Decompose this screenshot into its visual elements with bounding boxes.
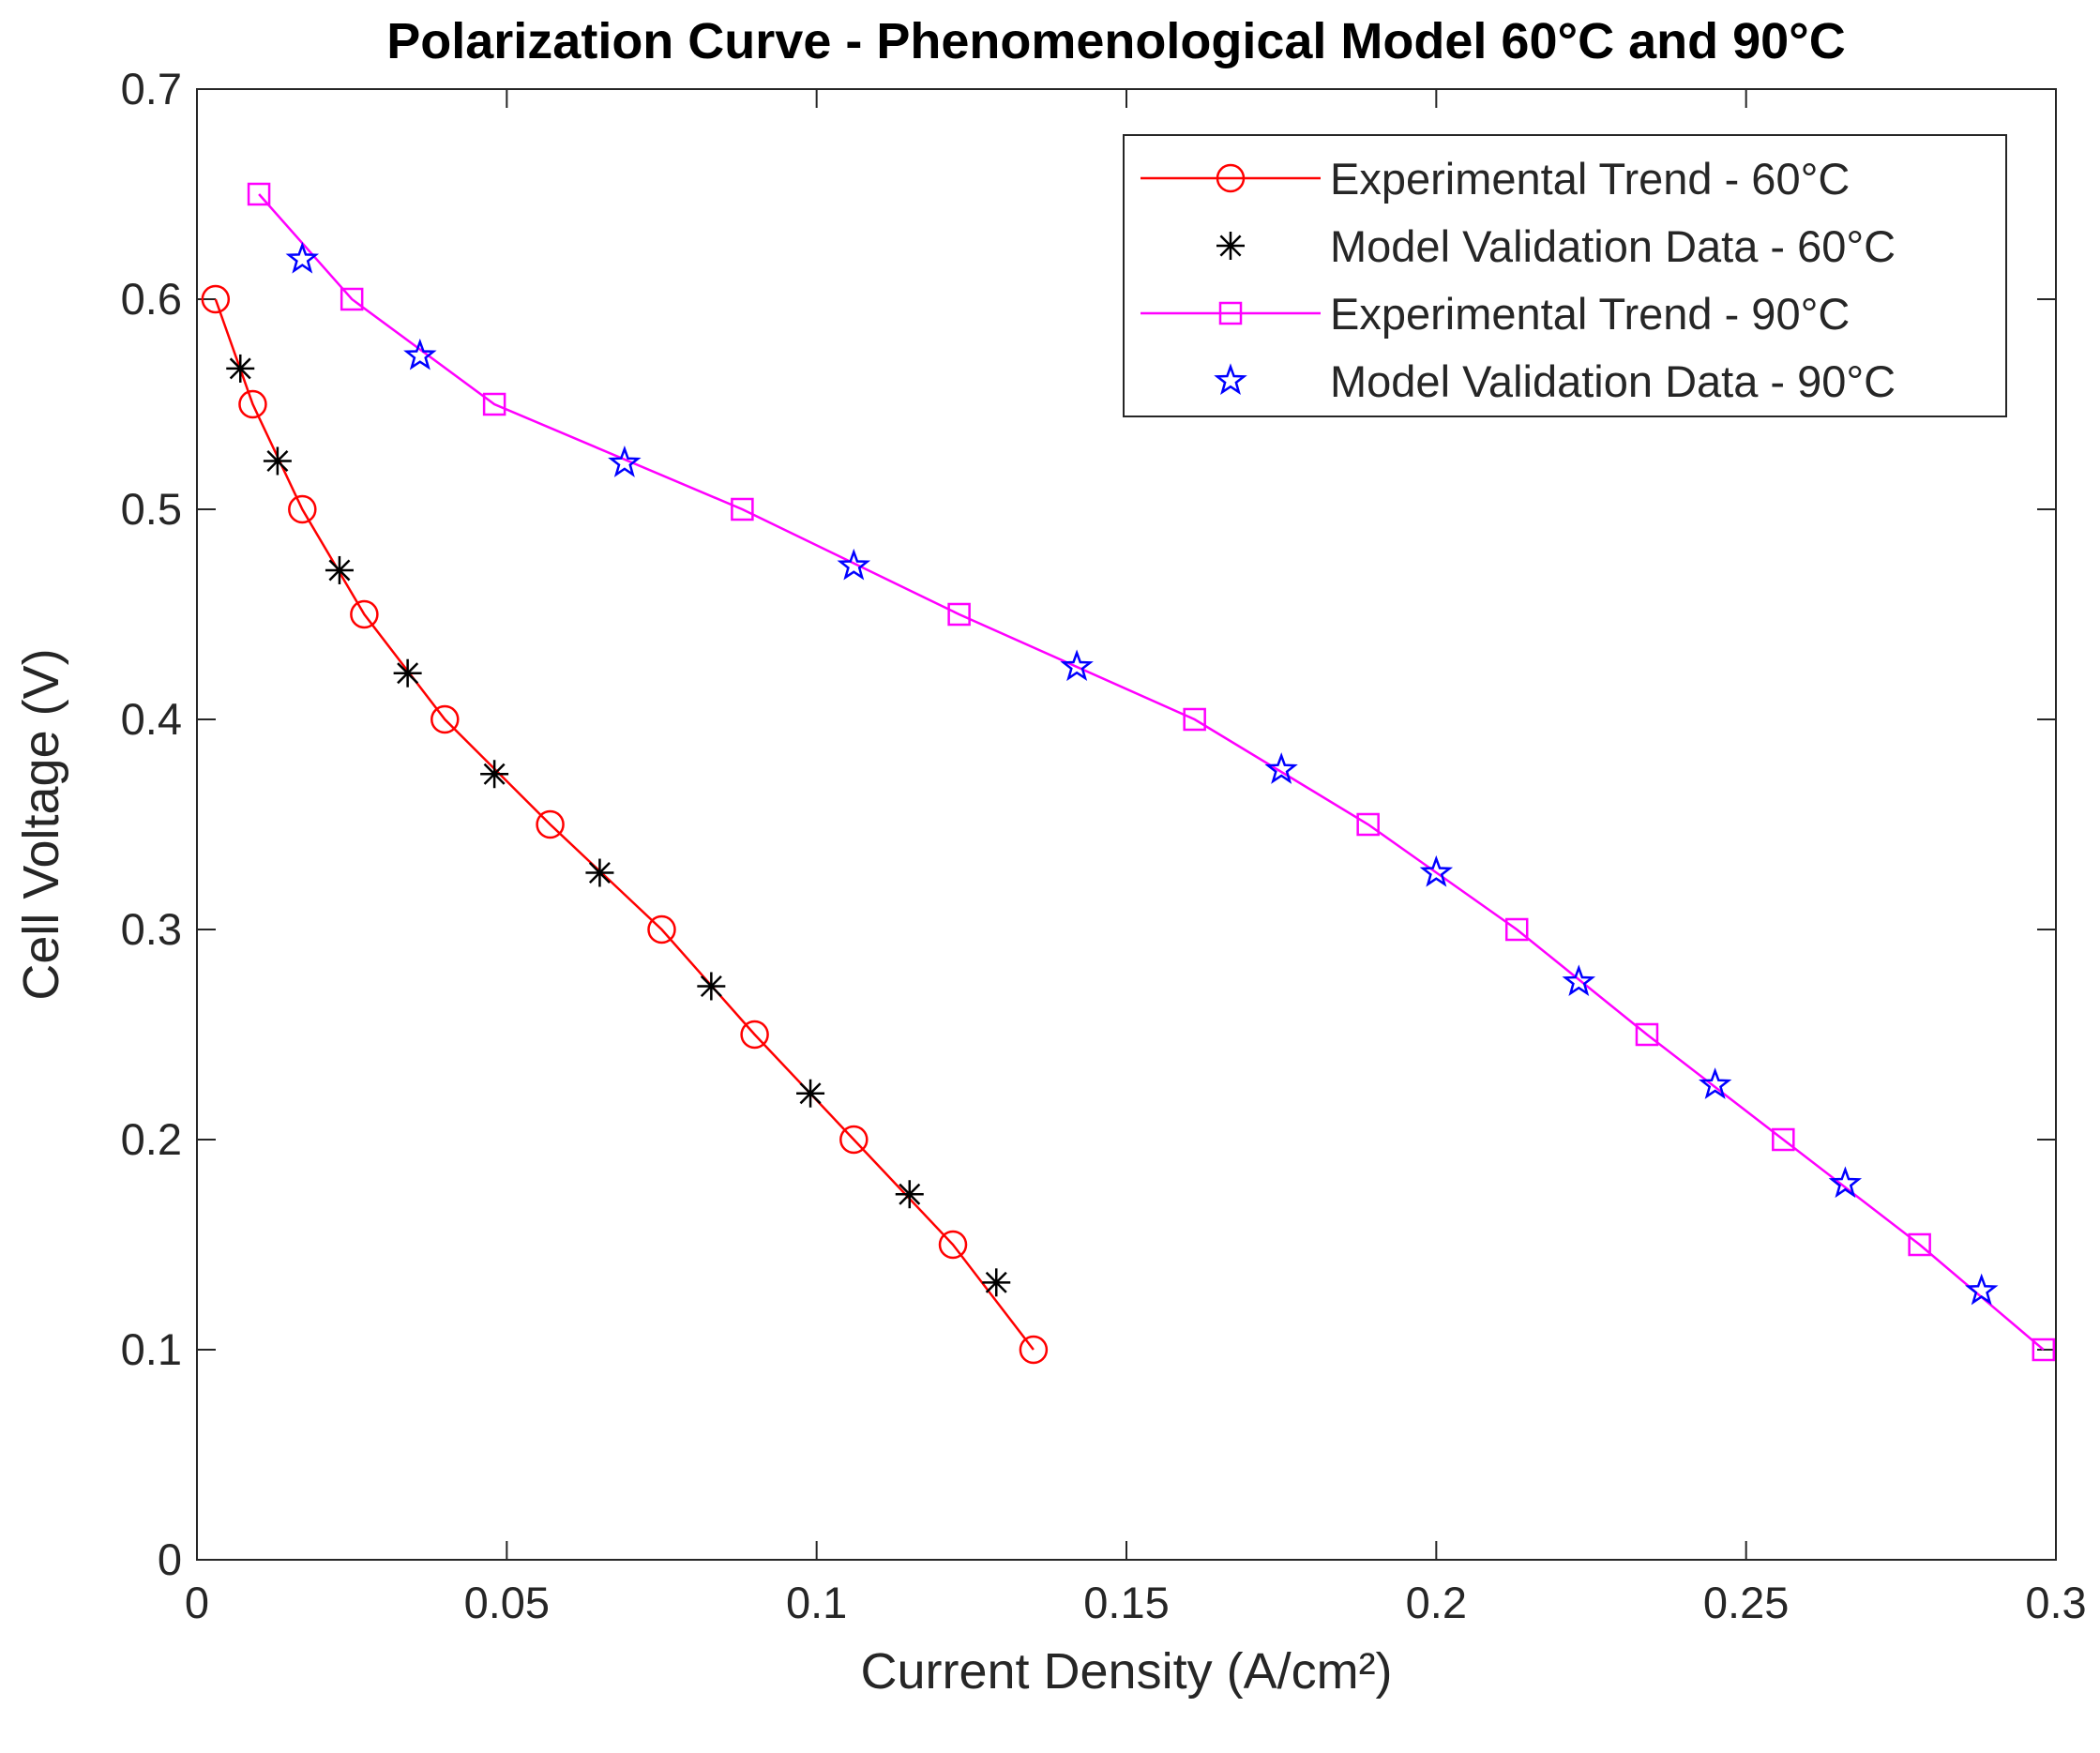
legend-item-4: Model Validation Data - 90°C [1214,356,1896,406]
data-point-star [1698,1067,1732,1099]
x-tick-label: 0.25 [1703,1578,1789,1627]
y-tick-label: 0.6 [121,274,182,324]
x-axis-label: Current Density (A/cm²) [860,1643,1392,1700]
data-point-circle [238,389,267,419]
data-point-circle [431,704,460,734]
data-point-asterisk [585,858,614,887]
legend-label: Experimental Trend - 60°C [1330,154,1850,204]
data-point-square [1772,1127,1795,1152]
data-point-square [947,602,971,627]
data-point-asterisk [796,1079,825,1108]
legend-label: Model Validation Data - 90°C [1330,356,1896,406]
data-point-circle [536,809,565,839]
data-point-square [482,392,506,416]
asterisk-stroke [799,1082,822,1105]
data-point-star [1264,752,1298,784]
legend-item-1: Experimental Trend - 60°C [1141,154,1850,204]
data-point-square [340,287,364,311]
asterisk-stroke [266,449,289,472]
data-point-square [1356,812,1380,837]
data-point-square [1635,1022,1659,1047]
data-point-circle [1019,1335,1049,1365]
series-1 [201,284,1049,1365]
asterisk-stroke [700,975,722,997]
data-point-asterisk [393,658,422,688]
legend-marker-square [1218,301,1243,325]
data-point-square [247,182,271,206]
series-2 [226,354,1011,1297]
data-point-star [1965,1273,1999,1306]
asterisk-stroke [483,763,506,785]
data-point-star [1828,1166,1863,1199]
data-point-star [837,548,871,581]
data-point-asterisk [226,354,255,383]
data-point-circle [201,284,231,314]
y-axis-ticks: 0 0.1 0.2 0.3 0.4 0.5 0.6 0.7 [121,64,2056,1584]
legend-label: Experimental Trend - 90°C [1330,289,1850,339]
data-point-star [1419,854,1454,887]
legend: Experimental Trend - 60°C Model Validatio… [1123,134,2007,417]
x-tick-label: 0.3 [2025,1578,2086,1627]
data-point-circle [839,1125,869,1155]
y-tick-label: 0.7 [121,64,182,113]
data-point-asterisk [982,1268,1011,1297]
asterisk-stroke [229,357,251,380]
y-axis-label: Cell Voltage (V) [13,648,69,1000]
x-tick-label: 0.15 [1083,1578,1169,1627]
x-axis-ticks: 0 0.05 0.1 0.15 0.2 0.25 0.3 [185,89,2087,1627]
asterisk-stroke [397,662,419,685]
x-tick-label: 0.1 [786,1578,847,1627]
x-tick-label: 0.05 [464,1578,550,1627]
legend-marker-star [1214,363,1247,396]
legend-box [1123,134,2007,417]
data-point-square [2032,1337,2056,1362]
y-tick-label: 0.2 [121,1114,182,1164]
data-point-asterisk [895,1180,924,1209]
data-point-asterisk [263,446,292,476]
data-point-circle [288,494,317,524]
data-point-star [285,241,320,274]
asterisk-stroke [1219,234,1242,257]
asterisk-stroke [328,559,351,582]
series-line [214,298,1035,1351]
data-point-star [1060,649,1094,682]
series-3 [247,182,2056,1362]
data-point-circle [740,1020,769,1050]
data-point-circle [938,1230,968,1260]
series-layer [201,182,2056,1365]
data-point-square [731,497,754,521]
legend-item-3: Experimental Trend - 90°C [1141,289,1850,339]
series-line [258,193,2045,1351]
data-point-star [1562,964,1596,997]
x-tick-label: 0 [185,1578,209,1627]
data-point-square [1908,1232,1931,1257]
data-point-circle [647,914,676,945]
y-tick-label: 0.3 [121,904,182,954]
y-tick-label: 0 [158,1534,182,1584]
series-4 [285,241,1999,1306]
data-point-star [608,446,642,477]
data-point-square [1504,917,1529,942]
data-point-asterisk [697,972,726,1001]
data-point-circle [350,599,379,629]
asterisk-stroke [899,1183,921,1205]
legend-marker-asterisk [1216,232,1245,260]
x-tick-label: 0.2 [1406,1578,1467,1627]
data-point-asterisk [480,760,509,789]
legend-label: Model Validation Data - 60°C [1330,221,1896,271]
legend-items: Experimental Trend - 60°C Model Validatio… [1141,154,1896,406]
asterisk-stroke [588,862,611,884]
y-tick-label: 0.4 [121,694,182,744]
legend-item-2: Model Validation Data - 60°C [1216,221,1896,271]
legend-marker-circle [1216,163,1246,193]
y-tick-label: 0.5 [121,484,182,534]
asterisk-stroke [985,1271,1007,1293]
y-tick-label: 0.1 [121,1324,182,1374]
data-point-star [403,338,437,370]
data-point-square [1183,707,1206,732]
chart-title: Polarization Curve - Phenomenological Mo… [386,13,1845,69]
data-point-asterisk [325,555,354,584]
